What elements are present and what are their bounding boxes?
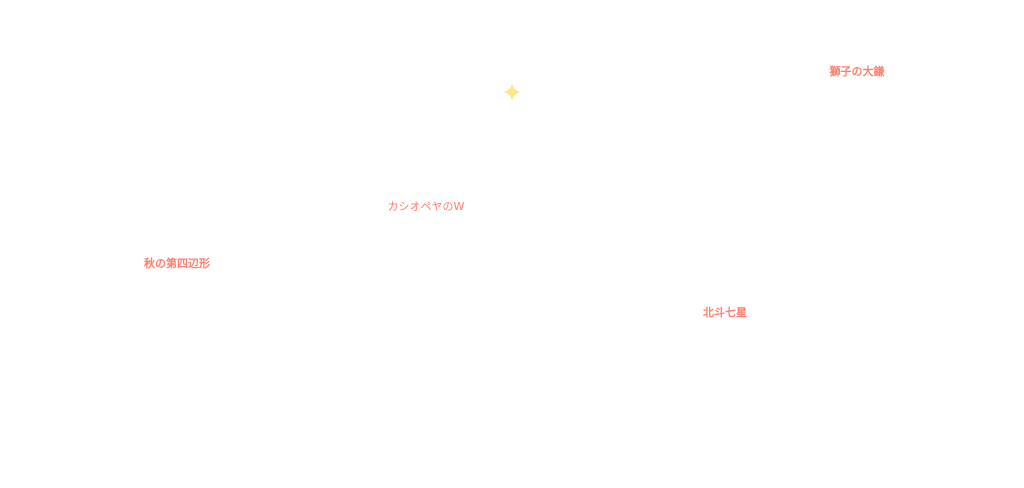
sparkle-star-shape <box>503 83 521 101</box>
label-leo-sickle: 獅子の大鎌 <box>829 65 885 78</box>
label-autumn-square: 秋の第四辺形 <box>144 257 210 270</box>
label-cassiopeia: カシオペヤのW <box>387 200 465 213</box>
label-big-dipper: 北斗七星 <box>703 306 747 319</box>
sparkle-star-icon <box>503 83 521 101</box>
